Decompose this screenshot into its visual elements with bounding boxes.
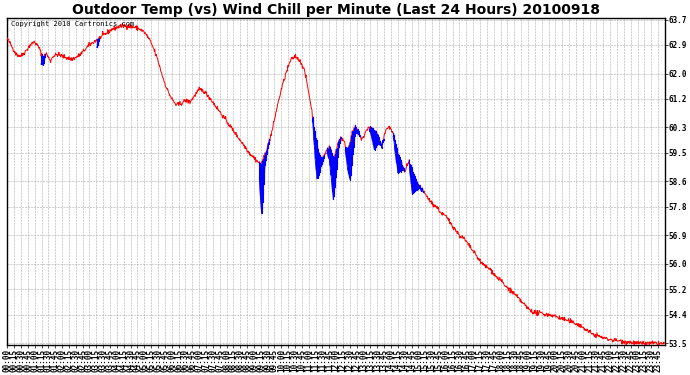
Text: Copyright 2010 Cartronics.com: Copyright 2010 Cartronics.com (10, 21, 134, 27)
Title: Outdoor Temp (vs) Wind Chill per Minute (Last 24 Hours) 20100918: Outdoor Temp (vs) Wind Chill per Minute … (72, 3, 600, 17)
